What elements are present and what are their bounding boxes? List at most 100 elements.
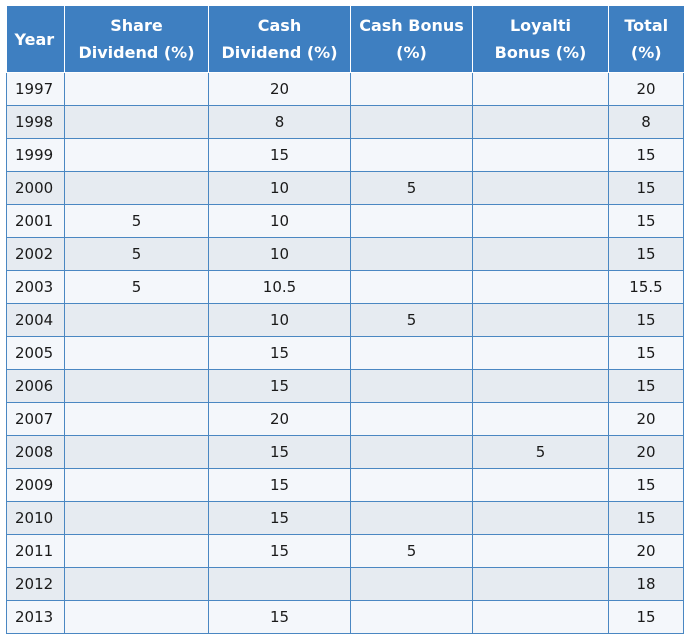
table-header: Year Share Dividend (%) Cash Dividend (%…: [6, 6, 684, 73]
cell-cash-dividend: 15: [208, 501, 351, 535]
cell-year: 2000: [6, 171, 65, 205]
cell-cash-dividend: 10: [208, 171, 351, 205]
header-total-line2: (%): [630, 43, 662, 62]
cell-loyalti-bonus: [472, 204, 609, 238]
cell-loyalti-bonus: [472, 72, 609, 106]
cell-share-dividend: [64, 402, 209, 436]
cell-cash-dividend: 15: [208, 468, 351, 502]
cell-year: 1999: [6, 138, 65, 172]
table-row: 2002 5 10 15: [6, 237, 684, 271]
header-row: Year Share Dividend (%) Cash Dividend (%…: [6, 6, 684, 73]
cell-cash-bonus: [350, 501, 473, 535]
cell-total: 15.5: [608, 270, 684, 304]
cell-loyalti-bonus: [472, 138, 609, 172]
cell-cash-dividend: 15: [208, 600, 351, 634]
cell-cash-dividend: 10: [208, 237, 351, 271]
cell-loyalti-bonus: [472, 303, 609, 337]
cell-cash-dividend: 10: [208, 303, 351, 337]
table-row: 2003 5 10.5 15.5: [6, 270, 684, 304]
cell-share-dividend: 5: [64, 237, 209, 271]
cell-cash-dividend: 15: [208, 435, 351, 469]
cell-year: 2006: [6, 369, 65, 403]
header-total-line1: Total: [624, 16, 669, 35]
table-row: 2000 10 5 15: [6, 171, 684, 205]
cell-loyalti-bonus: [472, 534, 609, 568]
dividend-table: Year Share Dividend (%) Cash Dividend (%…: [6, 6, 684, 634]
header-loyalti-line2: Bonus (%): [494, 43, 587, 62]
cell-cash-bonus: [350, 468, 473, 502]
header-bonus-line1: Cash Bonus: [359, 16, 464, 35]
table-row: 2006 15 15: [6, 369, 684, 403]
dividend-table-container: Year Share Dividend (%) Cash Dividend (%…: [6, 6, 684, 634]
cell-cash-bonus: [350, 204, 473, 238]
cell-share-dividend: [64, 501, 209, 535]
table-row: 2007 20 20: [6, 402, 684, 436]
cell-total: 20: [608, 72, 684, 106]
cell-cash-bonus: [350, 270, 473, 304]
cell-share-dividend: [64, 468, 209, 502]
cell-year: 2001: [6, 204, 65, 238]
cell-total: 20: [608, 402, 684, 436]
cell-share-dividend: 5: [64, 204, 209, 238]
cell-loyalti-bonus: [472, 171, 609, 205]
cell-cash-bonus: [350, 567, 473, 601]
cell-cash-bonus: [350, 369, 473, 403]
cell-year: 2012: [6, 567, 65, 601]
table-body: 1997 20 20 1998 8 8 1999 15 15 2000 10 5 15 2001 5 10 15…: [6, 72, 684, 634]
cell-year: 1998: [6, 105, 65, 139]
cell-cash-dividend: [208, 567, 351, 601]
header-loyalti-bonus: Loyalti Bonus (%): [472, 6, 609, 73]
cell-loyalti-bonus: [472, 567, 609, 601]
cell-cash-bonus: [350, 402, 473, 436]
table-row: 2005 15 15: [6, 336, 684, 370]
cell-total: 20: [608, 534, 684, 568]
cell-cash-bonus: [350, 105, 473, 139]
cell-share-dividend: [64, 534, 209, 568]
cell-cash-bonus: 5: [350, 171, 473, 205]
cell-total: 15: [608, 468, 684, 502]
table-row: 2004 10 5 15: [6, 303, 684, 337]
header-cash-line2: Dividend (%): [221, 43, 338, 62]
cell-total: 15: [608, 237, 684, 271]
header-total: Total (%): [608, 6, 684, 73]
header-bonus-line2: (%): [396, 43, 427, 62]
cell-total: 15: [608, 138, 684, 172]
cell-year: 2011: [6, 534, 65, 568]
cell-loyalti-bonus: [472, 237, 609, 271]
cell-cash-dividend: 15: [208, 138, 351, 172]
header-year-label: Year: [14, 29, 55, 49]
cell-share-dividend: [64, 567, 209, 601]
cell-share-dividend: [64, 72, 209, 106]
table-row: 2009 15 15: [6, 468, 684, 502]
header-year: Year: [6, 6, 65, 73]
cell-total: 15: [608, 303, 684, 337]
cell-loyalti-bonus: [472, 468, 609, 502]
cell-loyalti-bonus: [472, 402, 609, 436]
cell-total: 15: [608, 501, 684, 535]
cell-year: 2010: [6, 501, 65, 535]
cell-loyalti-bonus: [472, 105, 609, 139]
cell-year: 2009: [6, 468, 65, 502]
cell-cash-bonus: [350, 237, 473, 271]
cell-share-dividend: [64, 600, 209, 634]
table-row: 1997 20 20: [6, 72, 684, 106]
cell-cash-bonus: [350, 600, 473, 634]
table-row: 1998 8 8: [6, 105, 684, 139]
cell-cash-dividend: 15: [208, 534, 351, 568]
cell-share-dividend: [64, 336, 209, 370]
header-share-line2: Dividend (%): [78, 43, 195, 62]
cell-year: 2007: [6, 402, 65, 436]
cell-share-dividend: [64, 105, 209, 139]
header-share-line1: Share: [110, 16, 163, 35]
cell-cash-dividend: 15: [208, 369, 351, 403]
cell-loyalti-bonus: [472, 501, 609, 535]
table-row: 2013 15 15: [6, 600, 684, 634]
cell-cash-bonus: [350, 72, 473, 106]
cell-cash-bonus: [350, 138, 473, 172]
cell-year: 2002: [6, 237, 65, 271]
cell-year: 2004: [6, 303, 65, 337]
table-row: 1999 15 15: [6, 138, 684, 172]
table-row: 2001 5 10 15: [6, 204, 684, 238]
cell-cash-bonus: [350, 435, 473, 469]
header-loyalti-line1: Loyalti: [509, 16, 572, 35]
